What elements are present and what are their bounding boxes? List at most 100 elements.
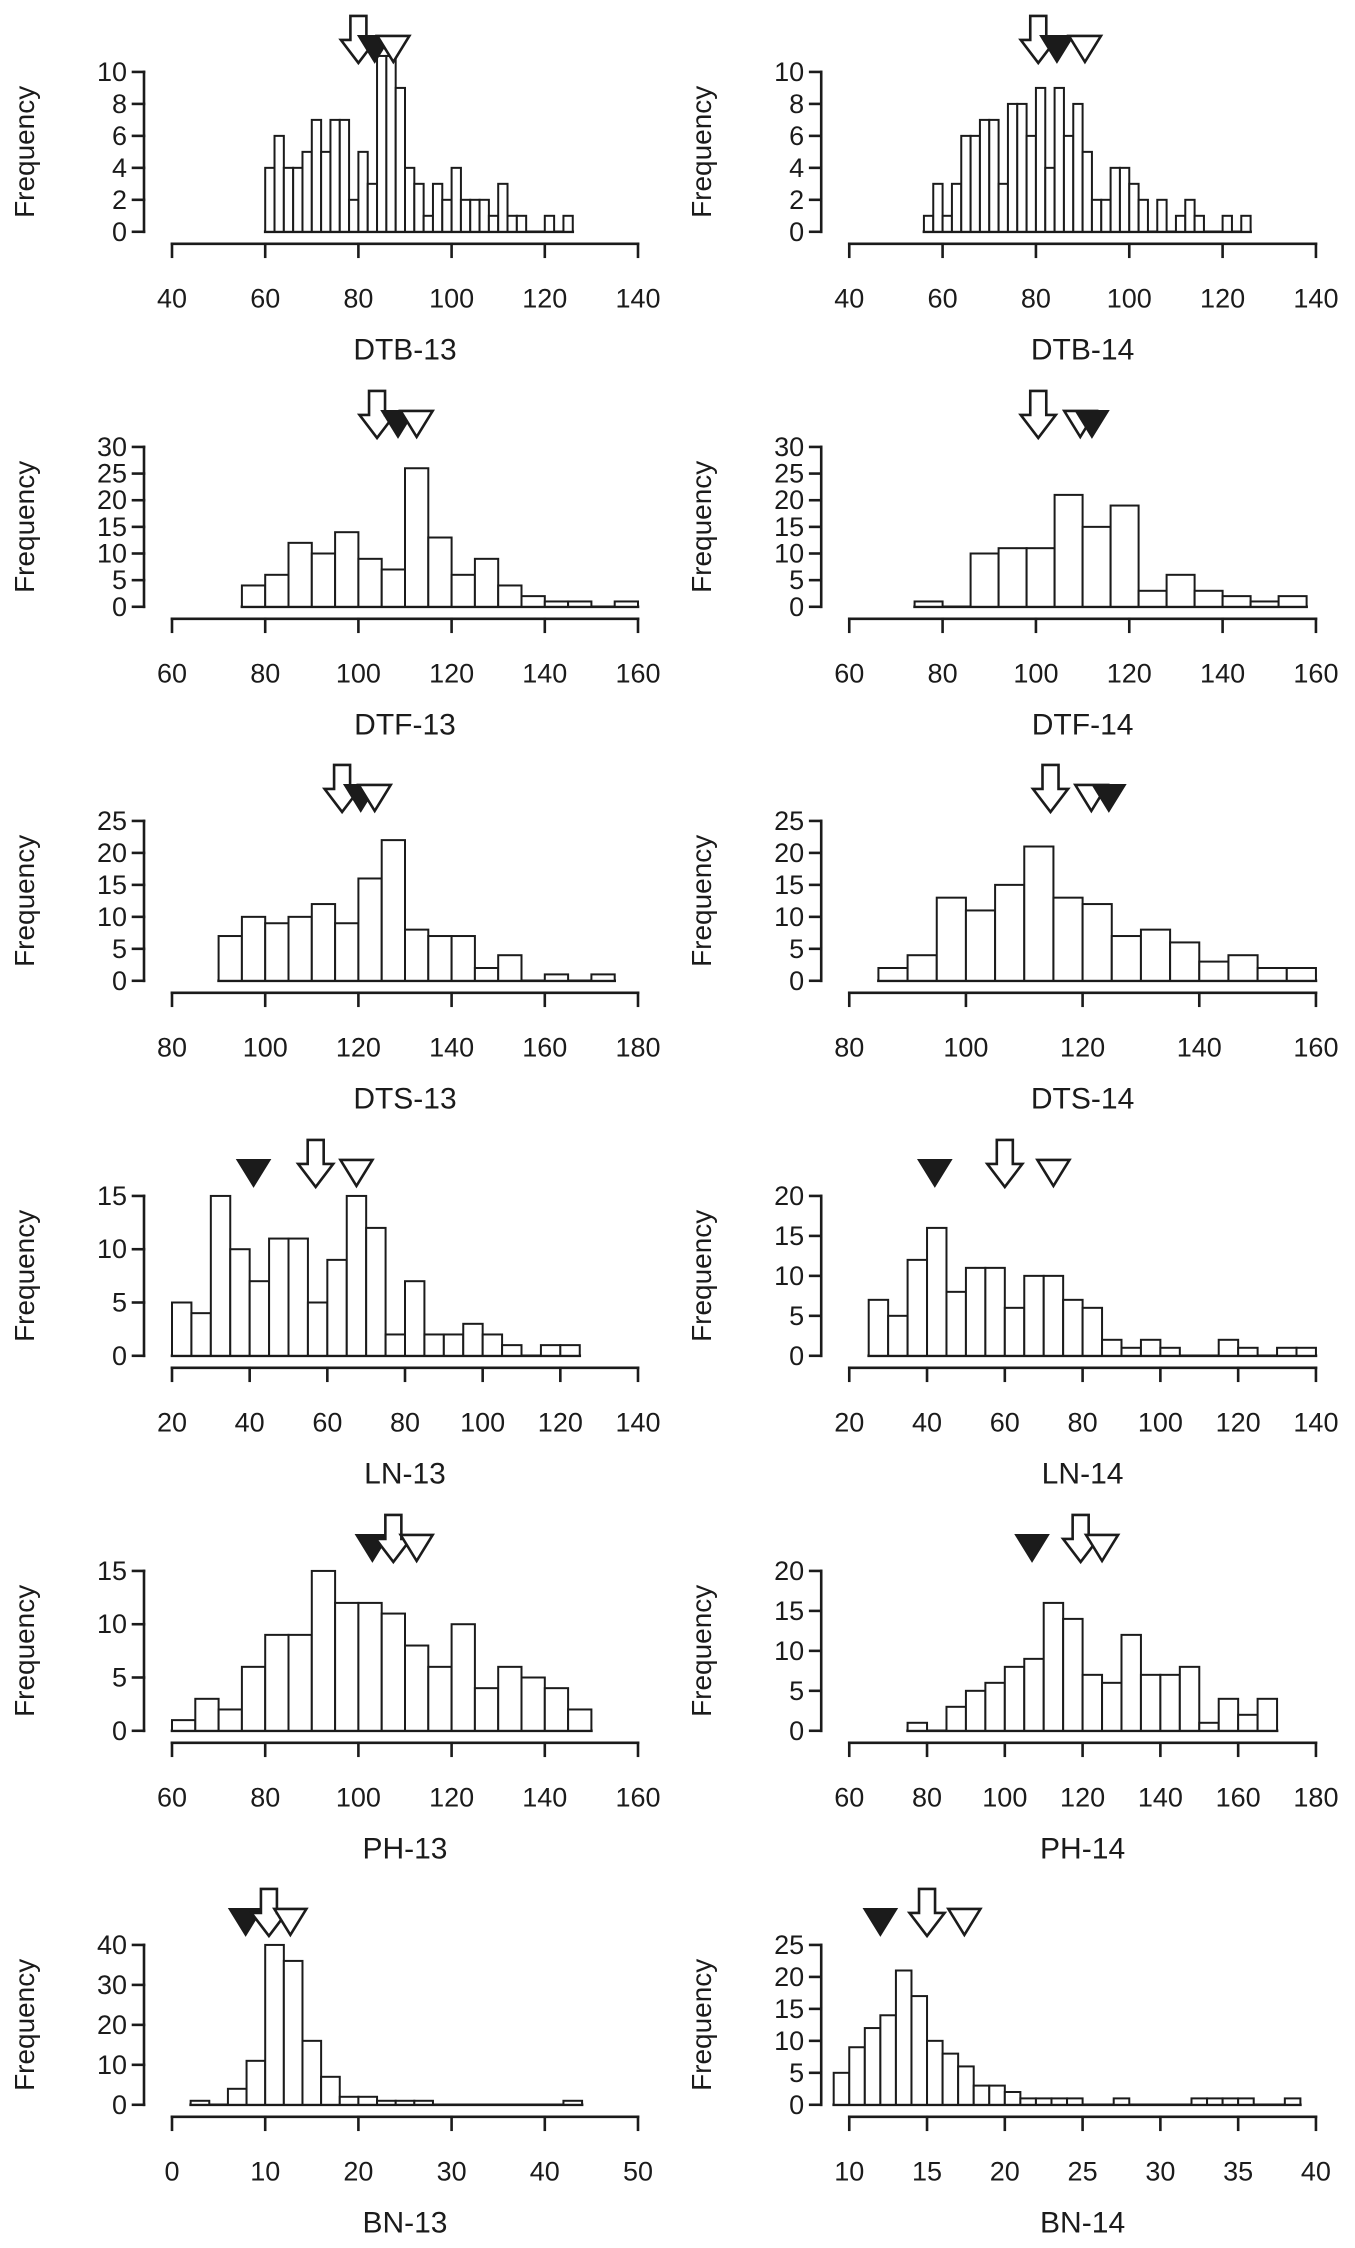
histogram-bar: [310, 118, 323, 233]
y-tick-label: 15: [97, 1556, 127, 1586]
y-tick-label: 10: [774, 902, 804, 932]
histogram-bar: [310, 903, 337, 983]
histogram-bars: [217, 839, 617, 983]
histogram-bar: [562, 2100, 584, 2107]
histogram-bar: [329, 118, 341, 233]
histogram-bar: [1128, 182, 1140, 233]
histogram-bar: [906, 1258, 929, 1357]
histogram-panel-BN-13: 0 10 20 30 40 0 10 20 30 40 50 BN-13 Frequency: [0, 1873, 677, 2248]
frequency-axis-label: Frequency: [686, 1959, 717, 2091]
x-tick-label: 60: [157, 1782, 187, 1812]
histogram-bar: [338, 118, 351, 233]
histogram-bar: [1110, 935, 1142, 983]
open-triangle-marker: [398, 409, 435, 440]
histogram-bar: [543, 214, 556, 233]
x-tick-label: 100: [1138, 1408, 1183, 1438]
x-tick-label: 40: [912, 1408, 942, 1438]
histogram-bar: [357, 1601, 383, 1732]
y-tick-label: 6: [112, 121, 127, 151]
histogram-bar: [264, 1633, 290, 1732]
frequency-axis-label: Frequency: [9, 1959, 40, 2091]
histogram-bar: [334, 530, 360, 608]
x-tick-label: 100: [429, 284, 474, 314]
histogram-bar: [357, 150, 369, 233]
histogram-bar: [1190, 2097, 1209, 2107]
histogram-bar: [1159, 1673, 1181, 1732]
x-tick-label: 60: [250, 284, 280, 314]
histogram-bar: [404, 166, 416, 233]
x-tick-label: 140: [1200, 658, 1245, 688]
histogram-bar: [413, 2100, 434, 2107]
y-tick-label: 20: [774, 1962, 804, 1992]
histogram-bar: [497, 954, 523, 983]
histogram-bar: [978, 118, 991, 233]
x-tick-label: 100: [1107, 284, 1152, 314]
histogram-bar: [1042, 1274, 1065, 1357]
histogram-bar: [1062, 134, 1075, 233]
y-tick-label: 15: [97, 870, 127, 900]
marker-group: [916, 1138, 1072, 1190]
open-triangle-marker: [356, 783, 394, 814]
histogram-bar: [1042, 1601, 1065, 1732]
histogram-bar: [1165, 573, 1196, 608]
histogram-svg-PH-14: 0 5 10 15 20 60 80 100 120 140 160 180 PH-14 Frequenc…: [686, 1513, 1339, 1865]
histogram-bar: [1112, 2097, 1131, 2107]
histogram-bar: [1193, 589, 1224, 608]
frequency-axis-label: Frequency: [9, 86, 40, 218]
histogram-svg-LN-13: 0 5 10 15 20 40 60 80 100 120 140 LN-13 Frequency: [9, 1138, 661, 1491]
y-tick-label: 15: [97, 1181, 127, 1211]
y-tick-label: 4: [112, 153, 127, 183]
histogram-bar: [1221, 2097, 1240, 2107]
x-axis-title: DTF-13: [354, 708, 456, 741]
histogram-bar: [450, 573, 476, 608]
histogram-bar: [1237, 2097, 1255, 2107]
histogram-bar: [988, 2084, 1006, 2107]
x-tick-label: 80: [343, 284, 373, 314]
histogram-bars: [170, 1194, 582, 1358]
histogram-bar: [1159, 1346, 1181, 1357]
y-tick-label: 0: [112, 1715, 127, 1745]
histogram-bars: [867, 1226, 1318, 1358]
open-arrow-marker: [295, 1138, 336, 1190]
y-tick-label: 25: [774, 458, 804, 488]
x-axis: 60 80 100 120 140 160 180: [834, 1741, 1339, 1812]
histogram-panel-LN-14: 0 5 10 15 20 20 40 60 80 100 120 140 LN-14 Frequency: [677, 1123, 1355, 1499]
y-tick-label: 0: [789, 1341, 804, 1371]
histogram-bar: [194, 1697, 220, 1732]
histogram-bar: [501, 1344, 523, 1357]
histogram-bar: [1006, 102, 1019, 233]
x-tick-label: 120: [429, 1782, 474, 1812]
histogram-bar: [292, 166, 304, 233]
y-axis: 0 5 10 15 20: [774, 1556, 823, 1745]
histogram-bars: [189, 1944, 584, 2107]
x-tick-label: 100: [336, 658, 381, 688]
histogram-panel-PH-13: 0 5 10 15 60 80 100 120 140 160 PH-13 Frequency: [0, 1498, 677, 1874]
histogram-bar: [997, 182, 1009, 233]
y-tick-label: 10: [774, 57, 804, 87]
histogram-bar: [867, 1298, 890, 1357]
x-tick-label: 50: [623, 2157, 653, 2187]
y-tick-label: 0: [789, 966, 804, 996]
histogram-bar: [365, 1226, 387, 1357]
x-tick-label: 140: [615, 284, 660, 314]
open-arrow-marker: [1060, 1513, 1101, 1564]
x-axis: 60 80 100 120 140 160: [157, 617, 661, 688]
y-tick-label: 10: [774, 1636, 804, 1666]
y-tick-label: 0: [789, 2090, 804, 2120]
x-tick-label: 100: [982, 1782, 1027, 1812]
y-tick-label: 10: [774, 538, 804, 568]
x-tick-label: 120: [1200, 284, 1245, 314]
x-tick-label: 120: [522, 284, 567, 314]
open-triangle-marker: [375, 34, 412, 65]
x-axis: 80 100 120 140 160: [834, 991, 1339, 1063]
histogram-bar: [1283, 2097, 1302, 2107]
histogram-bar: [441, 198, 453, 233]
histogram-bar: [282, 166, 295, 233]
histogram-bar: [1221, 594, 1252, 608]
y-tick-label: 2: [112, 185, 127, 215]
histogram-bar: [1137, 198, 1149, 233]
x-axis-title: DTS-13: [353, 1083, 456, 1116]
